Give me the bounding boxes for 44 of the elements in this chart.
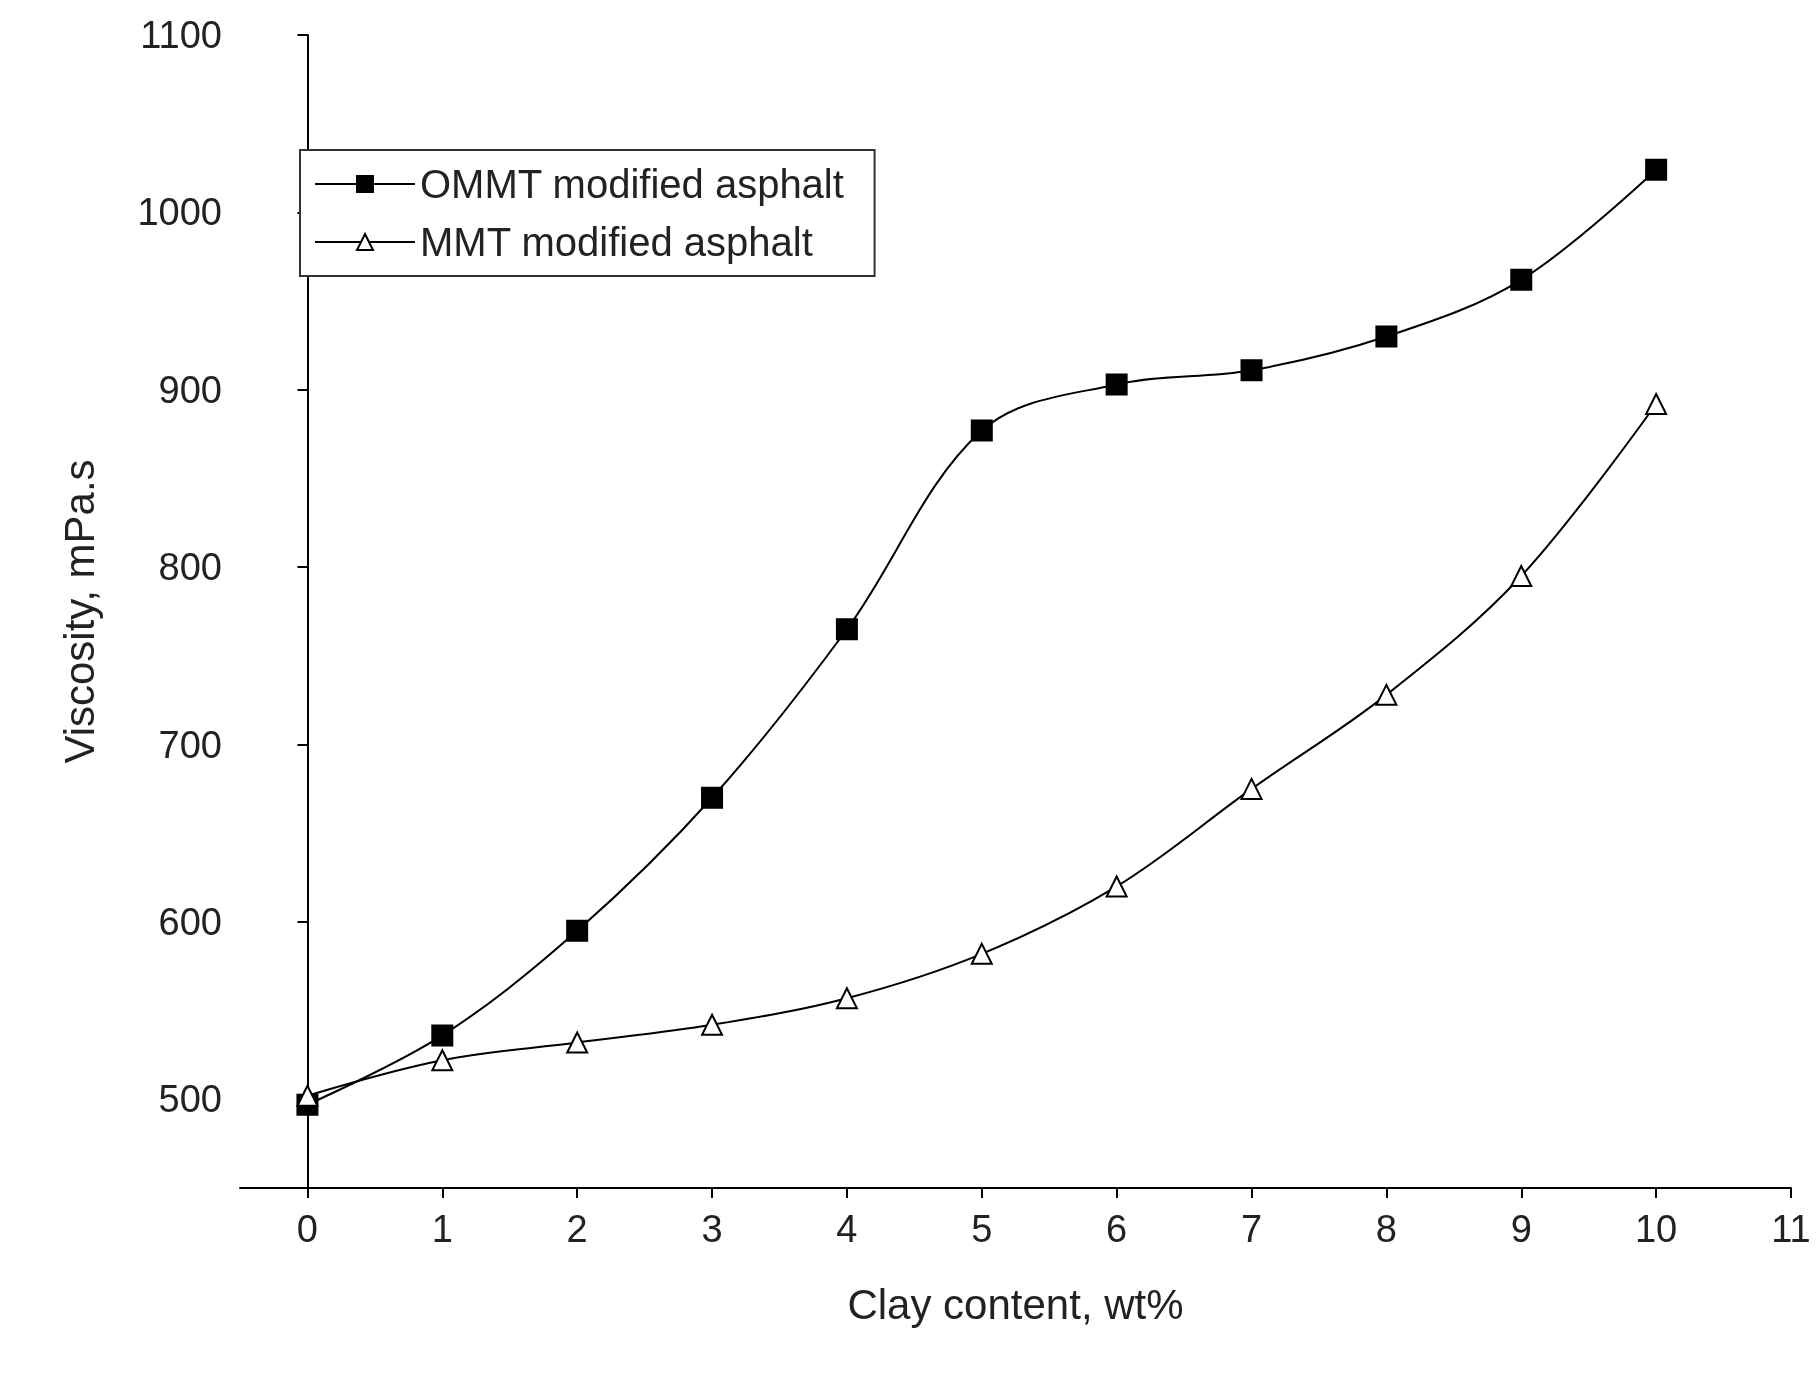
x-tick-label: 0 <box>296 1208 319 1250</box>
y-tick-label: 800 <box>158 546 222 589</box>
y-tick-label: 900 <box>158 368 222 411</box>
point <box>1645 392 1668 415</box>
point <box>835 987 858 1010</box>
point <box>1375 683 1398 706</box>
point <box>431 1049 454 1072</box>
point <box>1240 359 1263 382</box>
y-tick-label: 700 <box>158 723 222 766</box>
x-tick-label: 3 <box>701 1208 723 1250</box>
y-tick-label: 500 <box>158 1078 222 1121</box>
point <box>431 1024 454 1047</box>
x-tick-label: 4 <box>836 1208 858 1250</box>
point <box>1105 373 1128 396</box>
y-tick-label: 600 <box>158 900 222 943</box>
x-tick-label: 2 <box>566 1208 588 1250</box>
x-tick-label: 1 <box>431 1208 453 1250</box>
y-tick-label: 1100 <box>140 14 222 56</box>
legend-label: OMMT modified asphalt <box>420 162 844 206</box>
point <box>296 1084 319 1107</box>
x-axis-title: Clay content, wt% <box>847 1280 1184 1328</box>
point <box>701 1013 724 1036</box>
x-tick-label: 6 <box>1106 1208 1128 1250</box>
point <box>835 618 858 641</box>
x-tick-label: 7 <box>1240 1208 1263 1250</box>
point <box>1645 158 1668 181</box>
point <box>701 786 724 809</box>
point <box>566 919 589 942</box>
point <box>566 1031 589 1054</box>
y-tick-label: 1000 <box>137 191 222 234</box>
x-tick-label: 9 <box>1510 1208 1532 1250</box>
x-tick-label: 10 <box>1634 1208 1678 1250</box>
legend-label: MMT modified asphalt <box>420 220 813 264</box>
point <box>970 942 993 965</box>
point <box>1240 777 1263 800</box>
y-axis-title: Viscosity, mPa.s <box>55 459 103 764</box>
x-tick-label: 5 <box>971 1208 993 1250</box>
x-tick-label: 11 <box>1771 1208 1811 1250</box>
point <box>1510 565 1533 588</box>
point <box>1105 875 1128 898</box>
point <box>1510 268 1533 291</box>
x-tick-label: 8 <box>1375 1208 1397 1250</box>
point <box>1375 325 1398 348</box>
point <box>970 419 993 442</box>
